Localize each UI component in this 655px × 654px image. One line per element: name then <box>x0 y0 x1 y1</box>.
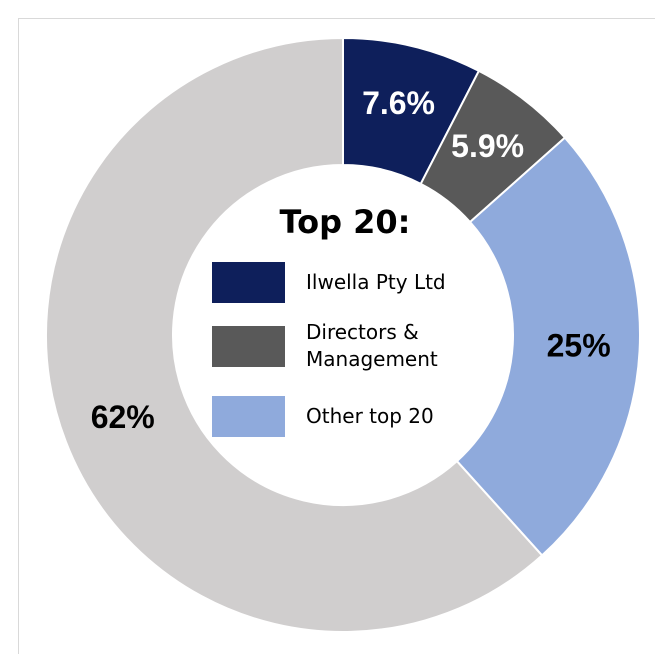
legend-swatch <box>212 326 285 367</box>
legend-label: Ilwella Pty Ltd <box>306 269 446 294</box>
data-label: 7.6% <box>362 85 435 121</box>
legend-swatch <box>212 396 285 437</box>
chart-title: Top 20: <box>279 203 411 241</box>
legend-swatch <box>212 262 285 303</box>
slice <box>45 36 544 633</box>
slices <box>45 36 641 633</box>
data-label: 62% <box>91 399 155 435</box>
labels: 7.6% 5.9% 25% 62% <box>91 85 611 435</box>
frame <box>18 18 655 654</box>
data-label: 25% <box>547 327 611 363</box>
legend-label: Directors & Management <box>306 320 438 371</box>
legend-label: Other top 20 <box>306 403 434 428</box>
data-label: 5.9% <box>451 128 524 164</box>
slice <box>455 136 641 557</box>
